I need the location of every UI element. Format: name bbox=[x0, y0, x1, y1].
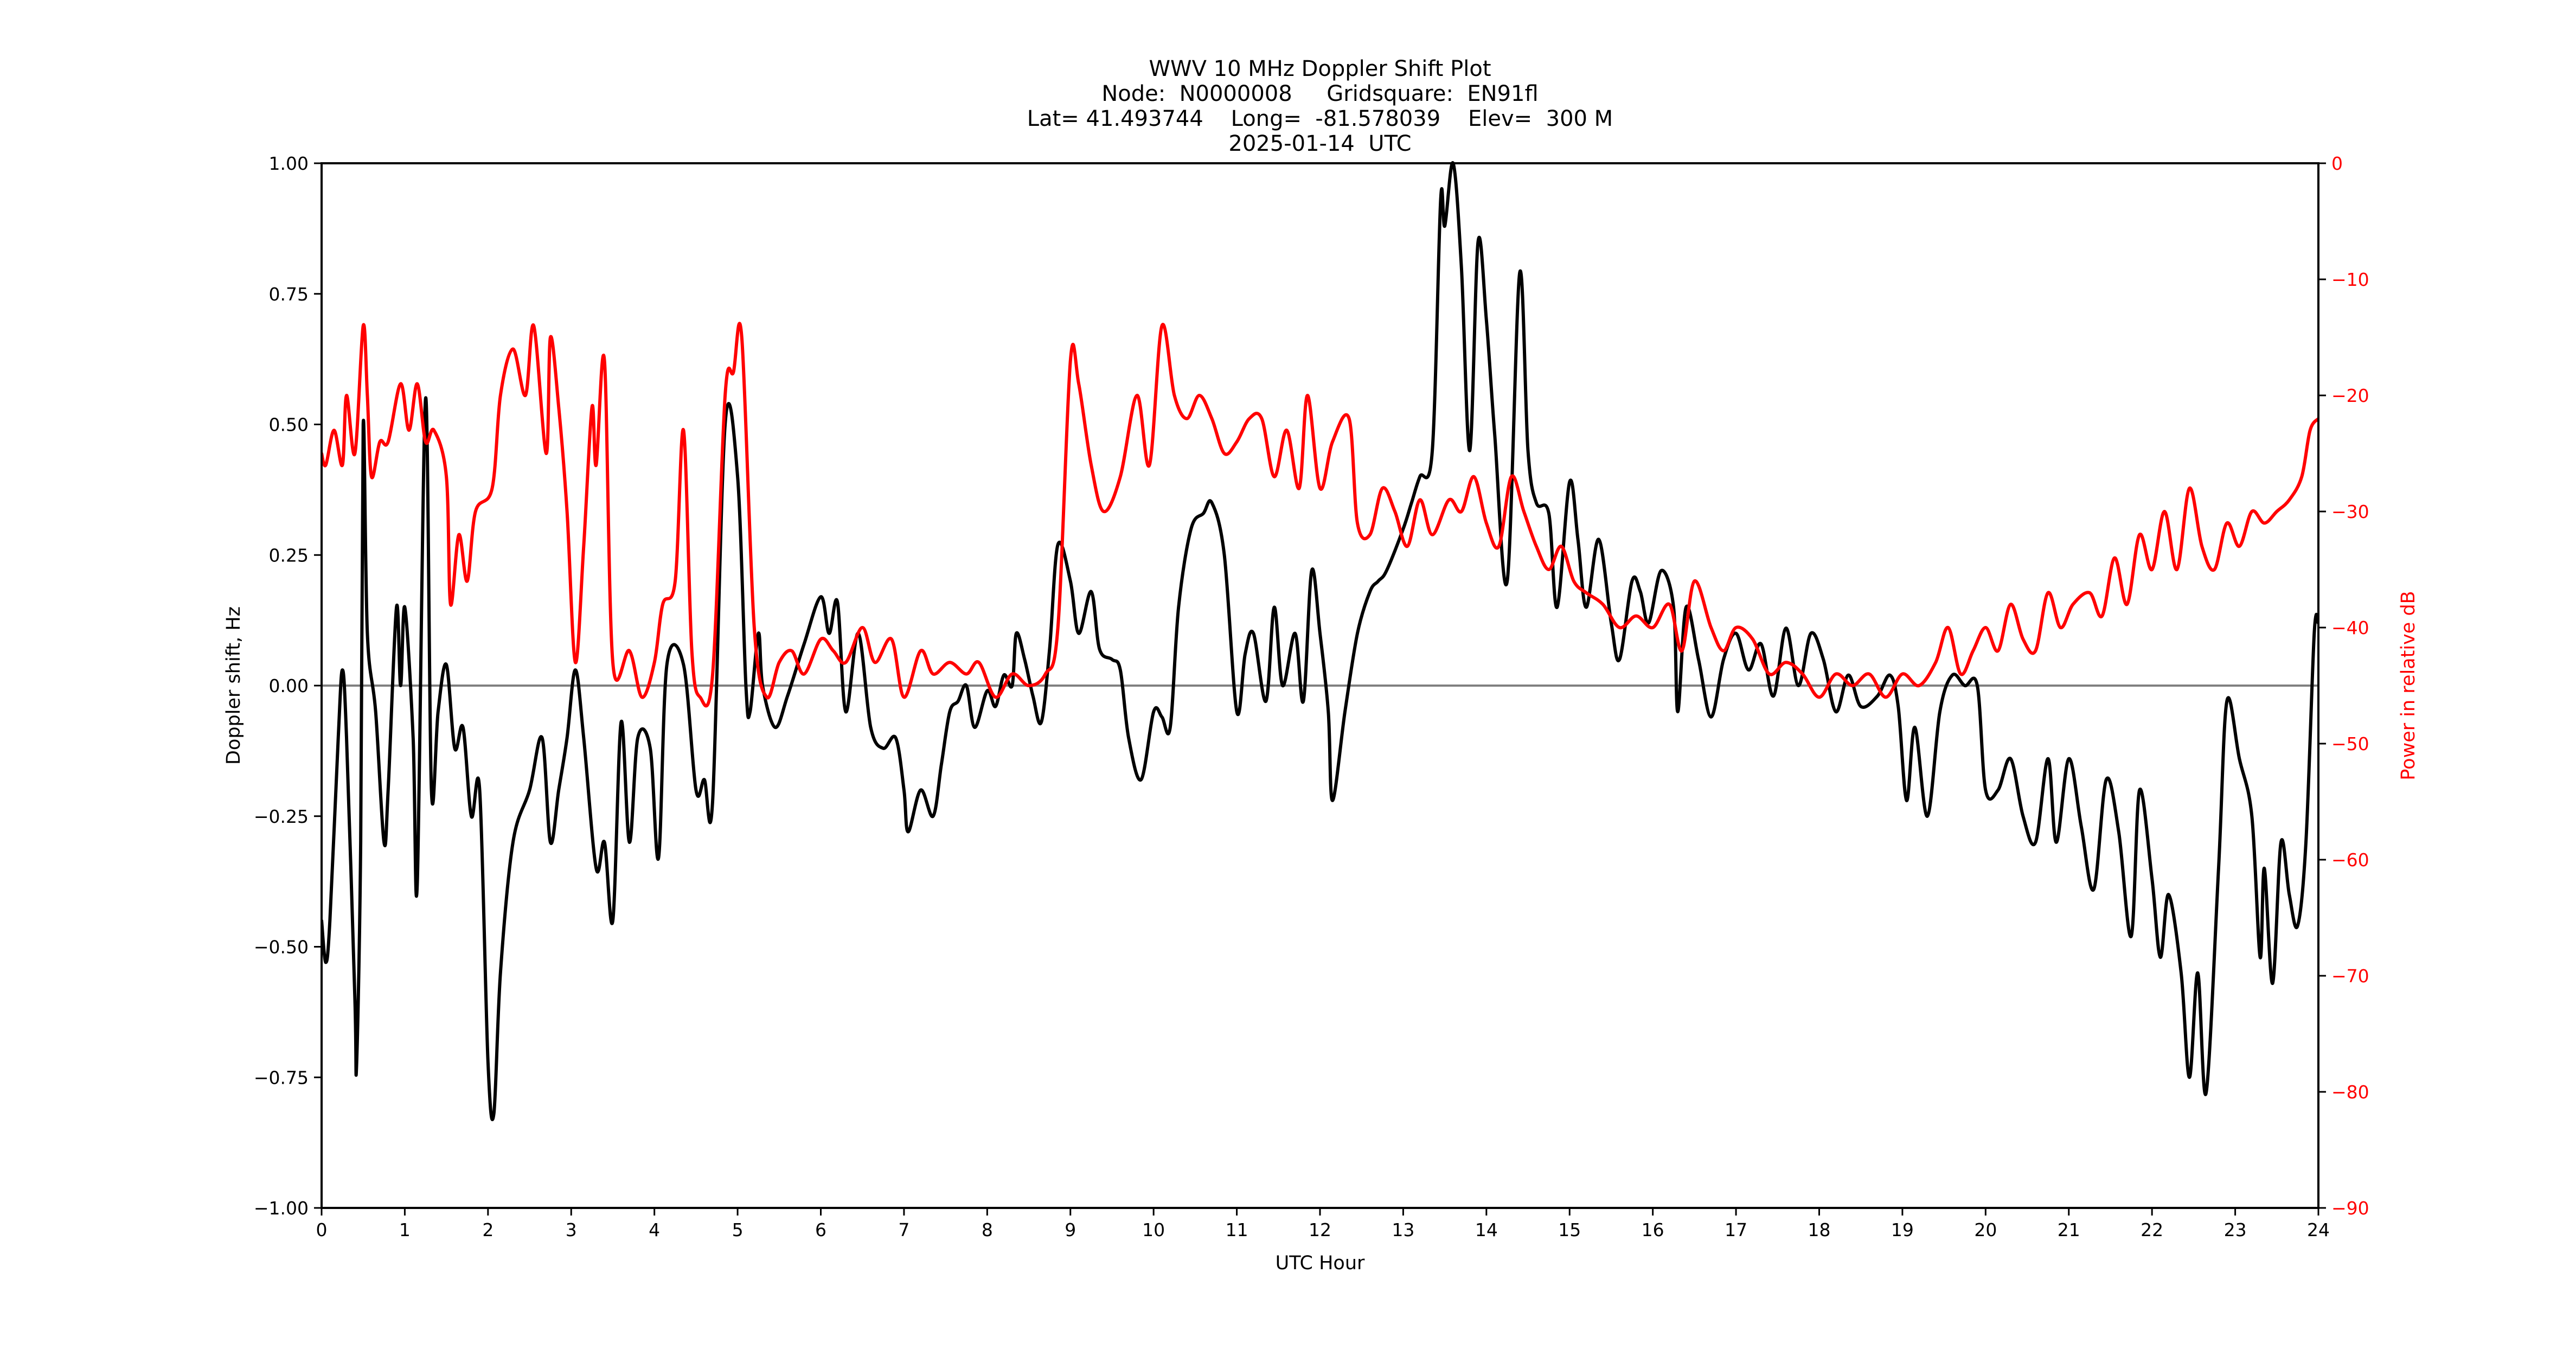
x-tick-label: 1 bbox=[399, 1219, 411, 1240]
x-tick-label: 0 bbox=[316, 1219, 328, 1240]
chart-subtitle-location: Lat= 41.493744 Long= -81.578039 Elev= 30… bbox=[1027, 106, 1613, 131]
y2-tick-label: −10 bbox=[2331, 269, 2369, 290]
x-tick-label: 16 bbox=[1642, 1219, 1664, 1240]
y-tick-label: −1.00 bbox=[254, 1198, 309, 1219]
x-tick-label: 10 bbox=[1142, 1219, 1165, 1240]
x-tick-label: 23 bbox=[2224, 1219, 2247, 1240]
x-tick-label: 24 bbox=[2307, 1219, 2330, 1240]
x-tick-label: 6 bbox=[815, 1219, 826, 1240]
y-tick-label: −0.50 bbox=[254, 937, 309, 958]
x-tick-label: 17 bbox=[1725, 1219, 1747, 1240]
doppler-line bbox=[322, 161, 2318, 1122]
y2-tick-label: −70 bbox=[2331, 965, 2369, 987]
y-axis-right-ticks: 0 −10 −20 −30 −40 −50 −60 −70 −80 −90 bbox=[2318, 153, 2369, 1219]
y2-tick-label: 0 bbox=[2331, 153, 2343, 174]
chart-title-block: WWV 10 MHz Doppler Shift Plot Node: N000… bbox=[1027, 56, 1613, 156]
y-tick-label: −0.75 bbox=[254, 1067, 309, 1088]
x-tick-label: 2 bbox=[482, 1219, 494, 1240]
y2-tick-label: −20 bbox=[2331, 385, 2369, 406]
chart-subtitle-node: Node: N0000008 Gridsquare: EN91fl bbox=[1101, 81, 1538, 106]
y-tick-label: −0.25 bbox=[254, 806, 309, 827]
y2-tick-label: −90 bbox=[2331, 1198, 2369, 1219]
y2-tick-label: −50 bbox=[2331, 733, 2369, 754]
data-series bbox=[322, 161, 2318, 1122]
y2-tick-label: −40 bbox=[2331, 617, 2369, 638]
x-tick-label: 19 bbox=[1891, 1219, 1914, 1240]
x-tick-label: 4 bbox=[649, 1219, 660, 1240]
x-tick-label: 12 bbox=[1309, 1219, 1331, 1240]
y2-tick-label: −60 bbox=[2331, 849, 2369, 871]
y-tick-label: 1.00 bbox=[269, 153, 309, 174]
y-tick-label: 0.75 bbox=[269, 284, 309, 305]
y-axis-right-label: Power in relative dB bbox=[2398, 591, 2419, 780]
x-tick-label: 20 bbox=[1974, 1219, 1997, 1240]
y-tick-label: 0.25 bbox=[269, 545, 309, 566]
y-axis-left-ticks: 1.00 0.75 0.50 0.25 0.00 −0.25 −0.50 −0.75 −1.00 bbox=[254, 153, 322, 1219]
y-axis-left-label: Doppler shift, Hz bbox=[223, 606, 245, 765]
x-tick-label: 22 bbox=[2141, 1219, 2163, 1240]
chart-subtitle-date: 2025-01-14 UTC bbox=[1228, 131, 1411, 156]
x-tick-label: 8 bbox=[982, 1219, 993, 1240]
x-tick-label: 3 bbox=[566, 1219, 577, 1240]
y-tick-label: 0.50 bbox=[269, 414, 309, 436]
y2-tick-label: −30 bbox=[2331, 501, 2369, 522]
power-line bbox=[322, 322, 2318, 708]
y2-tick-label: −80 bbox=[2331, 1082, 2369, 1103]
x-tick-label: 18 bbox=[1808, 1219, 1831, 1240]
x-tick-label: 13 bbox=[1392, 1219, 1414, 1240]
x-tick-label: 5 bbox=[732, 1219, 744, 1240]
x-axis-ticks: 0 1 2 3 4 5 6 7 8 9 10 11 12 13 14 15 16 17 18 19 20 21 22 23 24 bbox=[316, 1208, 2330, 1240]
x-tick-label: 11 bbox=[1226, 1219, 1248, 1240]
chart-title: WWV 10 MHz Doppler Shift Plot bbox=[1149, 56, 1491, 81]
x-axis-label: UTC Hour bbox=[1276, 1252, 1365, 1274]
y-tick-label: 0.00 bbox=[269, 675, 309, 696]
x-tick-label: 9 bbox=[1065, 1219, 1076, 1240]
x-tick-label: 14 bbox=[1475, 1219, 1498, 1240]
x-tick-label: 7 bbox=[898, 1219, 909, 1240]
x-tick-label: 15 bbox=[1558, 1219, 1581, 1240]
x-tick-label: 21 bbox=[2058, 1219, 2080, 1240]
